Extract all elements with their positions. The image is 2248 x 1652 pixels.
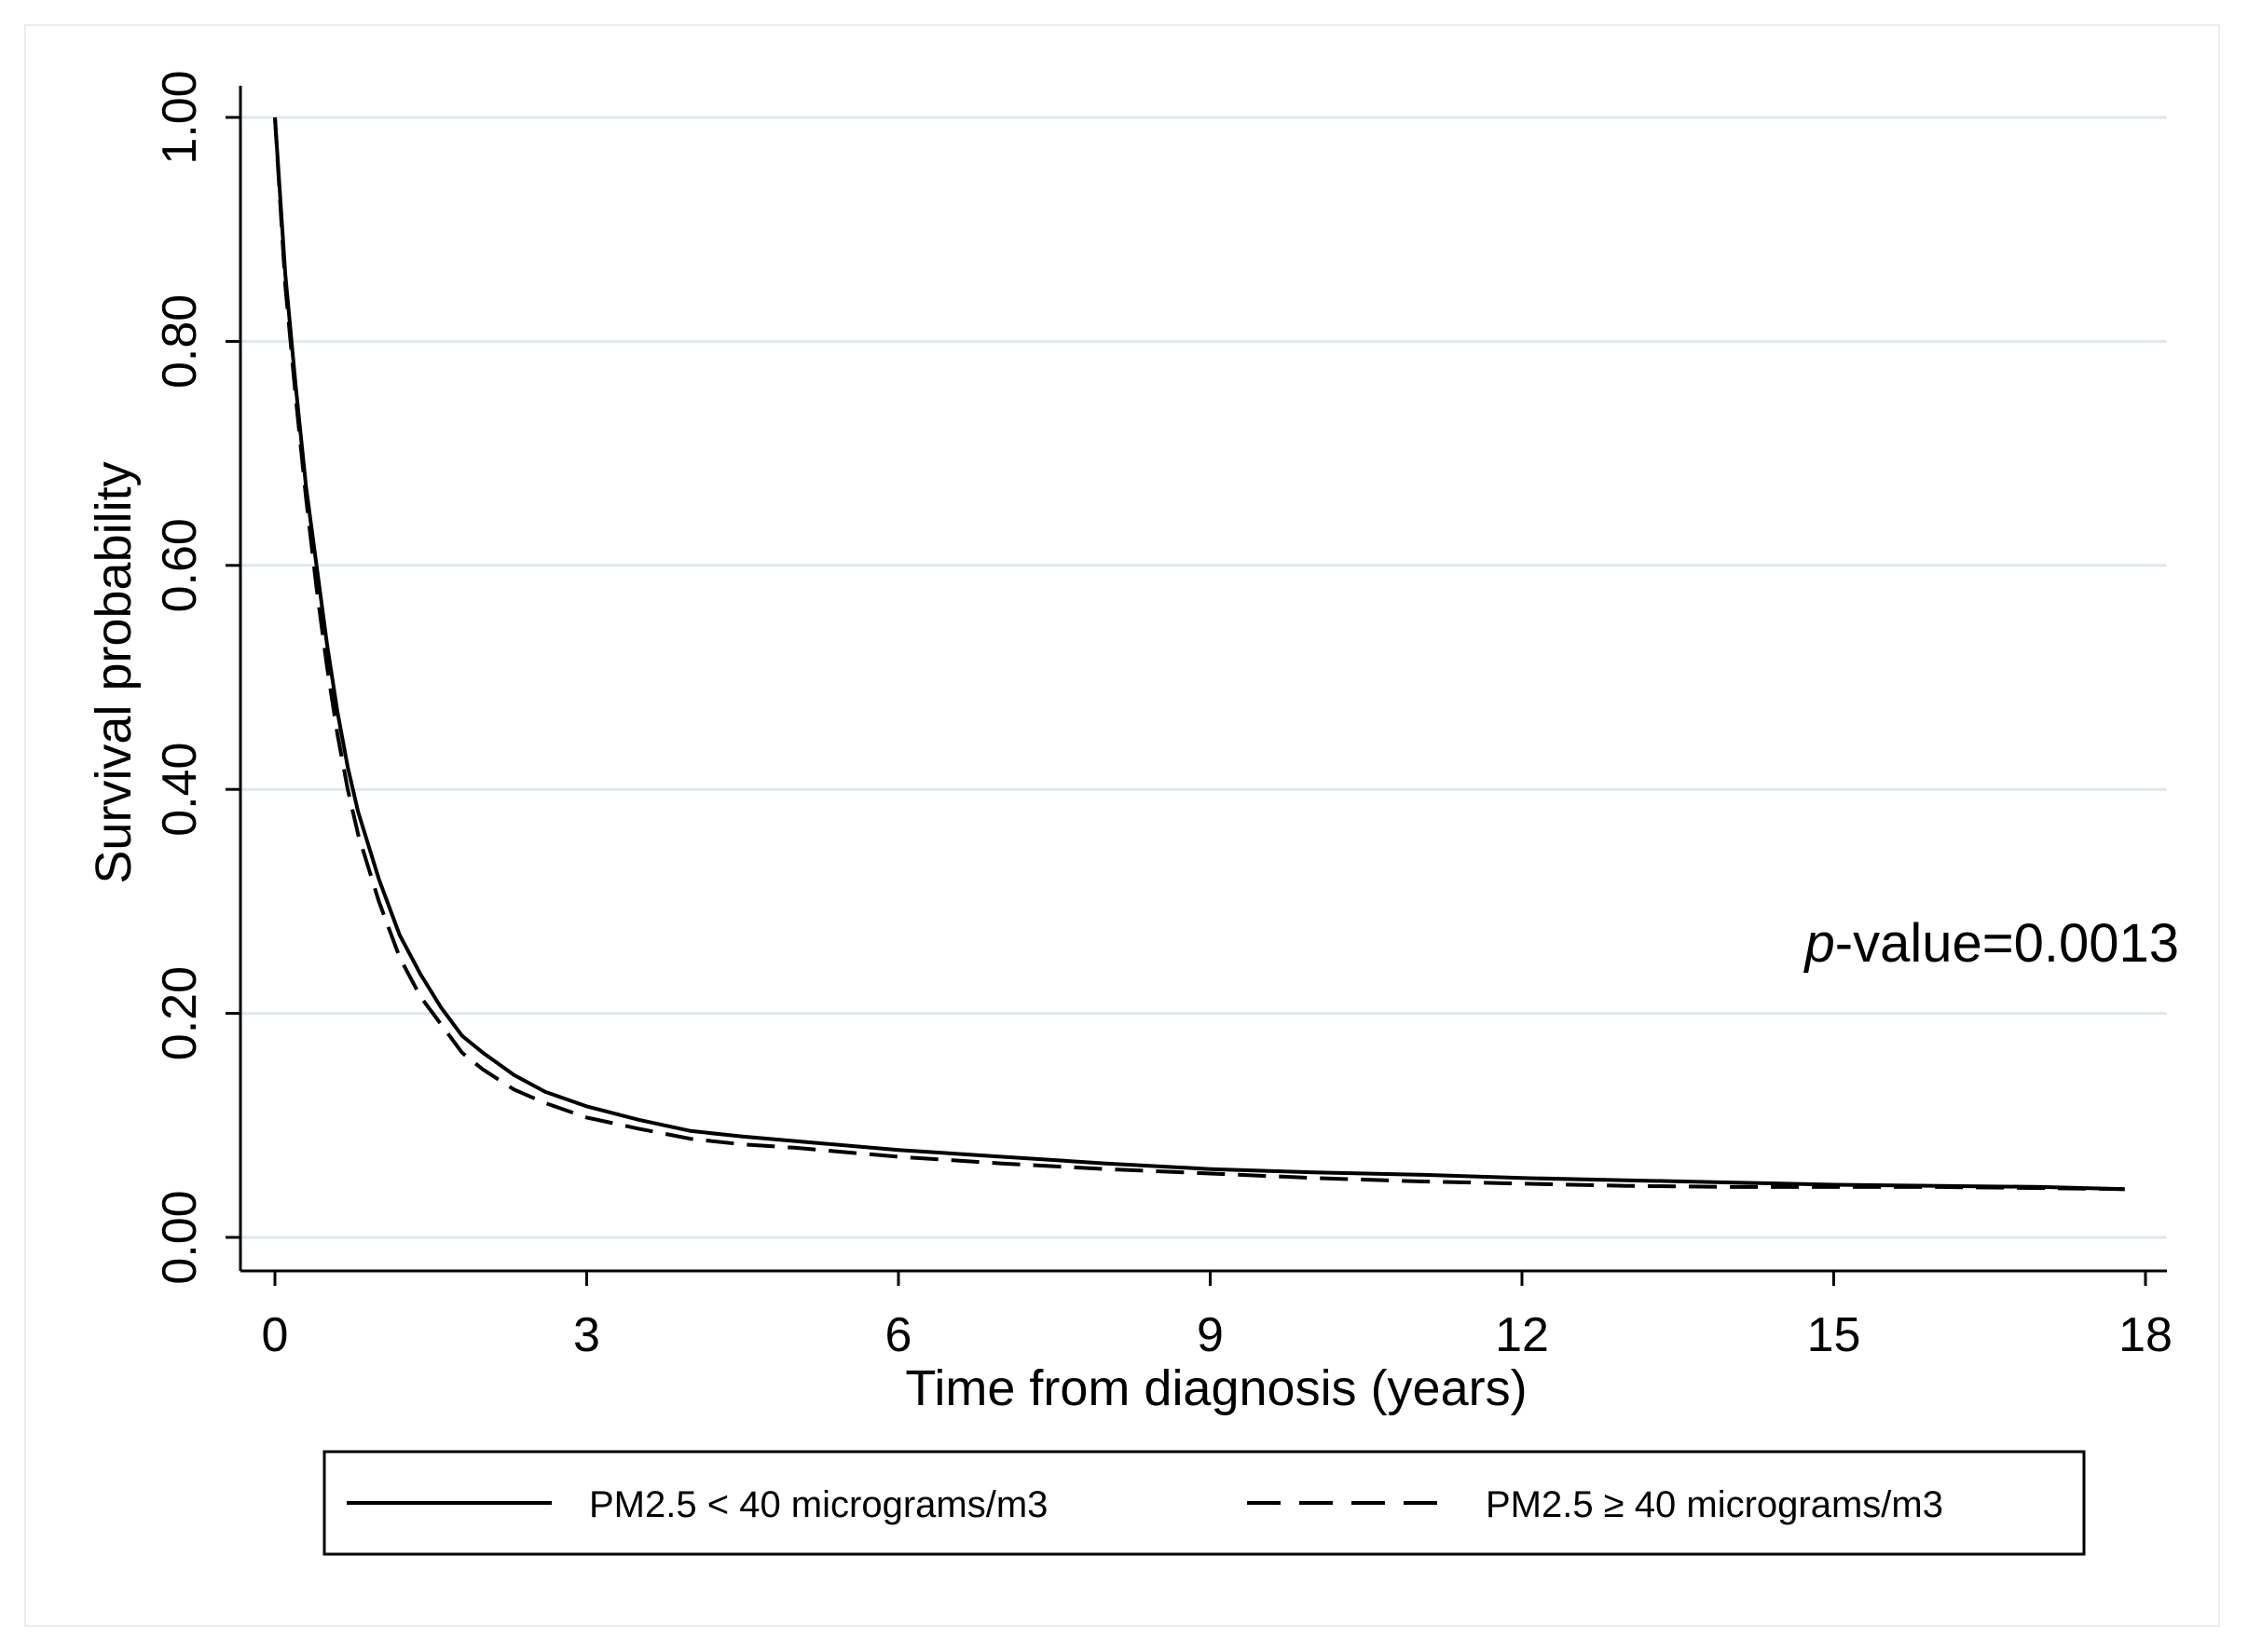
p-value-text: -value=0.0013: [1835, 913, 2179, 974]
x-tick-label: 0: [262, 1308, 289, 1362]
legend-label-low: PM2.5 < 40 micrograms/m3: [589, 1484, 1048, 1525]
x-tick-label: 6: [885, 1308, 912, 1362]
axes: 0.00 0.20 0.40 0.60 0.80 1.00 0 3 6 9 12 15 18: [153, 70, 2173, 1362]
series-line-low: [273, 116, 2125, 1192]
x-tick-label: 9: [1197, 1308, 1224, 1362]
y-tick-label: 0.80: [153, 294, 207, 389]
y-tick-label: 0.20: [153, 966, 207, 1060]
series: [273, 116, 2125, 1192]
y-tick-label: 0.40: [153, 743, 207, 837]
legend: PM2.5 < 40 micrograms/m3 PM2.5 ≥ 40 micr…: [322, 1450, 2086, 1556]
y-axis-title: Survival probability: [86, 461, 142, 883]
x-tick-label: 3: [573, 1308, 600, 1362]
p-value-annotation: p-value=0.0013: [1803, 913, 2179, 974]
labels: Time from diagnosis (years) Survival pro…: [86, 461, 2179, 1416]
figure-frame: [24, 24, 2220, 1627]
x-axis-title: Time from diagnosis (years): [905, 1360, 1527, 1416]
series-line-high: [273, 116, 2125, 1192]
legend-label-high: PM2.5 ≥ 40 micrograms/m3: [1486, 1484, 1943, 1525]
y-tick-label: 0.00: [153, 1190, 207, 1284]
y-tick-label: 1.00: [153, 70, 207, 164]
x-tick-label: 18: [2118, 1308, 2173, 1362]
grid: [240, 116, 2167, 1239]
x-tick-label: 15: [1807, 1308, 1861, 1362]
x-tick-label: 12: [1495, 1308, 1549, 1362]
p-symbol: p: [1803, 913, 1834, 974]
y-tick-label: 0.60: [153, 518, 207, 612]
legend-box: [322, 1450, 2086, 1556]
